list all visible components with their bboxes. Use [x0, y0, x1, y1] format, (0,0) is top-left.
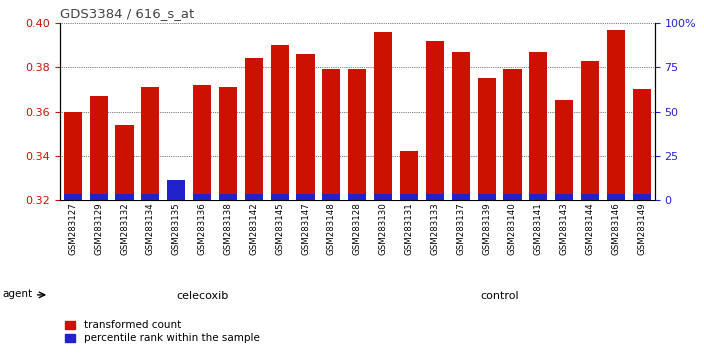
Bar	[142, 194, 159, 200]
Text: GSM283128: GSM283128	[353, 202, 362, 255]
Bar	[89, 96, 108, 200]
Bar	[296, 194, 315, 200]
Text: GSM283148: GSM283148	[327, 202, 336, 255]
Bar	[374, 32, 392, 200]
Text: GSM283133: GSM283133	[430, 202, 439, 255]
Text: GSM283142: GSM283142	[249, 202, 258, 255]
Bar	[64, 194, 82, 200]
Text: GDS3384 / 616_s_at: GDS3384 / 616_s_at	[60, 7, 194, 21]
Text: GSM283141: GSM283141	[534, 202, 543, 255]
Bar	[400, 194, 418, 200]
Text: GSM283136: GSM283136	[198, 202, 206, 255]
Bar	[245, 58, 263, 200]
Bar	[529, 52, 548, 200]
Bar	[374, 194, 392, 200]
Text: GSM283131: GSM283131	[405, 202, 413, 255]
Bar	[400, 151, 418, 200]
Text: GSM283127: GSM283127	[68, 202, 77, 255]
Bar	[142, 87, 159, 200]
Bar	[296, 54, 315, 200]
Bar	[555, 194, 573, 200]
Bar	[607, 30, 625, 200]
Bar	[64, 112, 82, 200]
Bar	[348, 194, 366, 200]
Text: agent: agent	[3, 289, 33, 299]
Bar	[426, 41, 444, 200]
Text: GSM283146: GSM283146	[611, 202, 620, 255]
Text: GSM283149: GSM283149	[637, 202, 646, 255]
Bar	[115, 194, 134, 200]
Text: GSM283140: GSM283140	[508, 202, 517, 255]
Text: celecoxib: celecoxib	[176, 291, 228, 301]
Bar	[452, 52, 470, 200]
Text: GSM283144: GSM283144	[586, 202, 595, 255]
Bar	[581, 194, 599, 200]
Bar	[193, 85, 211, 200]
Bar	[555, 101, 573, 200]
Text: GSM283147: GSM283147	[301, 202, 310, 255]
Bar	[581, 61, 599, 200]
Bar	[193, 194, 211, 200]
Bar	[167, 180, 185, 200]
Bar	[348, 69, 366, 200]
Bar	[426, 194, 444, 200]
Bar	[477, 194, 496, 200]
Text: GSM283135: GSM283135	[172, 202, 181, 255]
Text: GSM283129: GSM283129	[94, 202, 103, 255]
Text: control: control	[480, 291, 519, 301]
Bar	[633, 90, 650, 200]
Text: GSM283143: GSM283143	[560, 202, 569, 255]
Bar	[607, 194, 625, 200]
Bar	[633, 194, 650, 200]
Text: GSM283132: GSM283132	[120, 202, 129, 255]
Text: GSM283137: GSM283137	[456, 202, 465, 255]
Bar	[219, 194, 237, 200]
Text: GSM283145: GSM283145	[275, 202, 284, 255]
Bar	[270, 45, 289, 200]
Legend: transformed count, percentile rank within the sample: transformed count, percentile rank withi…	[65, 320, 260, 343]
Text: GSM283134: GSM283134	[146, 202, 155, 255]
Bar	[452, 194, 470, 200]
Text: GSM283138: GSM283138	[223, 202, 232, 255]
Bar	[503, 194, 522, 200]
Bar	[322, 194, 341, 200]
Bar	[477, 78, 496, 200]
Bar	[322, 69, 341, 200]
Bar	[167, 198, 185, 200]
Bar	[529, 194, 548, 200]
Bar	[270, 194, 289, 200]
Bar	[219, 87, 237, 200]
Bar	[115, 125, 134, 200]
Bar	[503, 69, 522, 200]
Bar	[89, 194, 108, 200]
Text: GSM283139: GSM283139	[482, 202, 491, 255]
Text: GSM283130: GSM283130	[379, 202, 388, 255]
Bar	[245, 194, 263, 200]
